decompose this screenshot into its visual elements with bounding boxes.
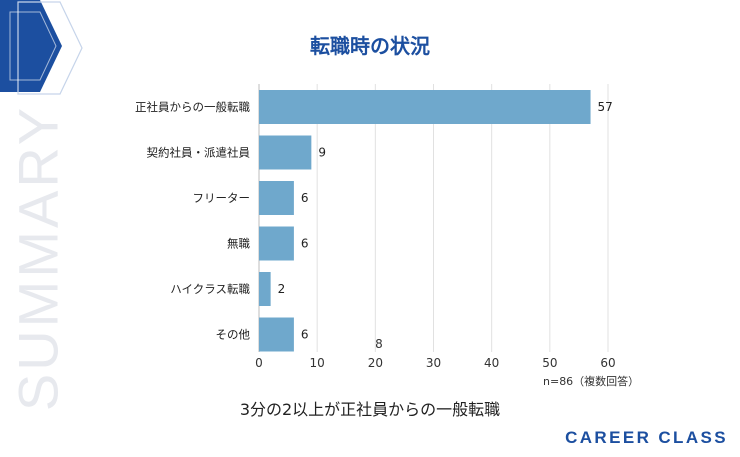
bar-value-label: 57 xyxy=(598,100,613,114)
category-label: 正社員からの一般転職 xyxy=(135,100,250,114)
sample-size-note: n=86（複数回答） xyxy=(543,375,640,388)
x-tick-label: 60 xyxy=(600,356,615,370)
annotations: 8 xyxy=(375,337,383,351)
category-label: その他 xyxy=(216,328,251,342)
bar xyxy=(259,226,294,261)
grid-lines xyxy=(258,84,609,352)
x-tick-label: 0 xyxy=(255,356,263,370)
x-tick-label: 20 xyxy=(368,356,383,370)
hexagon-inner-outline xyxy=(9,11,57,81)
x-tick-label: 50 xyxy=(542,356,557,370)
bar xyxy=(259,90,591,124)
category-label: 契約社員・派遣社員 xyxy=(147,146,251,160)
x-tick-label: 30 xyxy=(426,356,441,370)
hexagon-decoration xyxy=(0,0,83,95)
x-axis-ticks: 0 10 20 30 40 50 60 xyxy=(255,356,615,370)
x-tick-label: 10 xyxy=(310,356,325,370)
bar xyxy=(259,272,271,306)
bar-value-label: 6 xyxy=(301,237,309,251)
category-label: ハイクラス転職 xyxy=(170,282,250,296)
category-label: 無職 xyxy=(227,237,250,251)
hexagon-shape xyxy=(0,0,62,92)
bar xyxy=(259,135,312,170)
x-tick-label: 40 xyxy=(484,356,499,370)
hexagon-outline xyxy=(17,1,83,95)
chart-title: 転職時の状況 xyxy=(310,34,430,58)
category-label: フリーター xyxy=(193,191,251,205)
bar-value-label: 6 xyxy=(301,191,309,205)
bar xyxy=(259,317,294,352)
bar xyxy=(259,181,294,215)
bar-value-label: 2 xyxy=(278,282,286,296)
bar-value-label: 9 xyxy=(318,146,326,160)
bars: 57 9 6 6 2 6 xyxy=(259,90,613,352)
summary-caption: 3分の2以上が正社員からの一般転職 xyxy=(239,400,501,419)
brand-logo: CAREER CLASS xyxy=(565,428,728,447)
annotation-label: 8 xyxy=(375,337,383,351)
bar-value-label: 6 xyxy=(301,328,309,342)
